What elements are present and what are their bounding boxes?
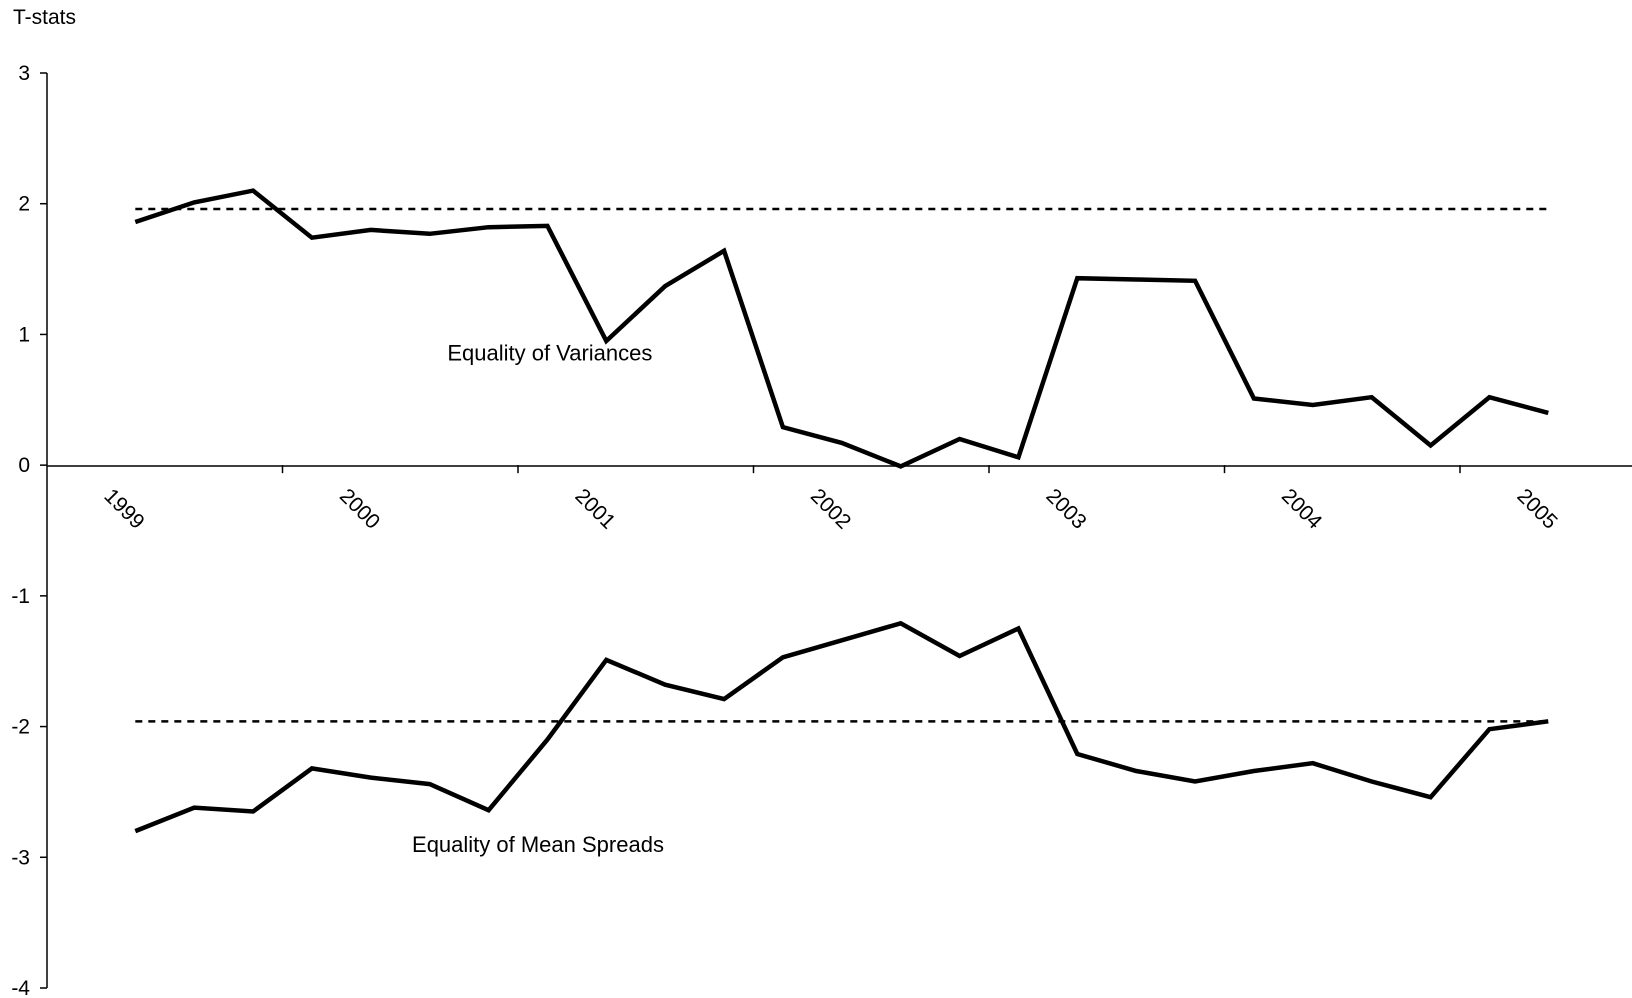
x-tick-label: 2001 [570, 484, 619, 533]
annotations: Equality of Variances Equality of Mean Sp… [412, 341, 664, 857]
x-tick-label: 2000 [335, 484, 384, 533]
x-tick-label: 1999 [99, 484, 148, 533]
series-annotation: Equality of Mean Spreads [412, 832, 664, 857]
reference-lines [135, 207, 1549, 723]
y-tick-label: 1 [18, 323, 30, 346]
y-tick-label: 0 [18, 454, 30, 477]
series-line-1 [134, 188, 1549, 469]
series-line-2 [134, 620, 1549, 834]
x-tick-label: 2005 [1512, 484, 1561, 533]
y-tick-label: -2 [11, 716, 30, 739]
x-tick-label: 2003 [1041, 484, 1090, 533]
y-tick-label: 2 [18, 193, 30, 216]
y-tick-label: -3 [11, 846, 30, 869]
x-tick-label: 2004 [1277, 484, 1327, 534]
y-ticks: 3 2 1 0 -1 -2 -3 -4 [11, 62, 47, 998]
y-tick-label: -4 [11, 977, 30, 998]
x-tick-label: 2002 [806, 484, 855, 533]
y-axis-title: T-stats [13, 6, 76, 29]
y-tick-label: -1 [11, 585, 30, 608]
series-annotation: Equality of Variances [447, 341, 652, 366]
series-group [134, 188, 1549, 834]
x-ticks: 1999 2000 2001 2002 2003 2004 2005 [99, 465, 1562, 534]
y-tick-label: 3 [18, 62, 30, 85]
